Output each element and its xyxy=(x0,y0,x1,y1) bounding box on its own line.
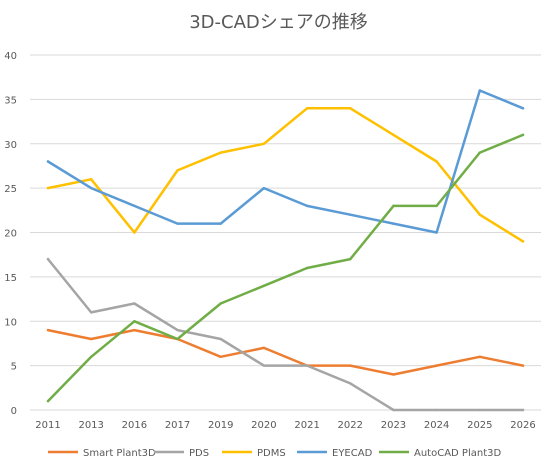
y-axis-tick-labels: 0 5 10 15 20 25 30 35 40 xyxy=(4,51,17,417)
y-tick-label: 5 xyxy=(11,362,17,373)
data-point xyxy=(392,408,395,412)
data-point xyxy=(478,89,482,92)
y-tick-label: 35 xyxy=(4,95,17,106)
data-point xyxy=(89,186,93,190)
data-point xyxy=(435,408,438,412)
legend-label: AutoCAD Plant3D xyxy=(414,448,501,459)
data-point xyxy=(349,364,352,367)
x-tick-label: 2023 xyxy=(381,420,406,431)
y-tick-label: 20 xyxy=(4,229,17,240)
data-point xyxy=(89,311,93,314)
y-tick-label: 30 xyxy=(4,140,17,151)
data-point xyxy=(478,151,482,154)
data-point xyxy=(305,266,309,270)
y-tick-label: 15 xyxy=(4,273,17,284)
data-point xyxy=(89,355,93,358)
grid-layer xyxy=(30,54,541,411)
data-point xyxy=(521,408,525,412)
x-tick-label: 2025 xyxy=(467,420,492,431)
series-line-autocad-plant3d xyxy=(46,133,525,403)
data-point xyxy=(46,328,50,332)
data-point xyxy=(435,364,438,367)
data-point xyxy=(392,222,395,225)
data-point xyxy=(349,107,352,110)
x-tick-label: 2017 xyxy=(165,420,190,431)
data-point xyxy=(176,222,179,225)
data-point xyxy=(133,302,136,305)
series-line-pdms xyxy=(46,107,525,243)
x-tick-label: 2011 xyxy=(35,420,60,431)
data-point xyxy=(176,337,179,341)
data-point xyxy=(133,328,136,332)
data-point xyxy=(349,382,352,385)
data-point xyxy=(219,355,222,358)
data-point xyxy=(435,204,438,208)
x-tick-label: 2020 xyxy=(251,420,276,431)
data-point xyxy=(133,231,136,234)
x-tick-label: 2021 xyxy=(294,420,319,431)
data-point xyxy=(133,204,136,208)
data-point xyxy=(521,240,525,243)
y-tick-label: 10 xyxy=(4,317,17,328)
data-point xyxy=(46,257,50,261)
data-point xyxy=(521,364,525,367)
data-point xyxy=(46,186,50,190)
legend-label: Smart Plant3D xyxy=(83,448,156,459)
chart-title: 3D-CADシェアの推移 xyxy=(189,12,368,33)
data-point xyxy=(478,355,482,358)
data-point xyxy=(46,160,50,163)
data-point xyxy=(176,169,179,172)
x-tick-label: 2016 xyxy=(122,420,147,431)
x-tick-label: 2019 xyxy=(208,420,233,431)
data-point xyxy=(219,337,222,341)
x-tick-label: 2024 xyxy=(424,420,449,431)
series-line-pds xyxy=(46,257,525,412)
legend: Smart Plant3D PDS PDMS EYECAD AutoCAD Plant3… xyxy=(48,448,501,459)
data-point xyxy=(392,373,395,376)
series-line-eyecad xyxy=(46,89,525,234)
data-point xyxy=(478,213,482,216)
y-tick-label: 25 xyxy=(4,184,17,195)
data-point xyxy=(219,151,222,154)
data-point xyxy=(262,364,266,367)
x-tick-label: 2026 xyxy=(510,420,535,431)
data-point xyxy=(262,186,266,190)
data-point xyxy=(435,160,438,163)
data-point xyxy=(349,257,352,261)
data-point xyxy=(89,337,93,341)
data-point xyxy=(392,133,395,137)
legend-label: EYECAD xyxy=(332,448,373,459)
data-point xyxy=(349,213,352,216)
data-point xyxy=(219,222,222,225)
data-point xyxy=(305,204,309,208)
data-point xyxy=(305,364,309,367)
data-point xyxy=(521,133,525,137)
series-layer xyxy=(46,89,525,412)
data-point xyxy=(176,328,179,332)
x-tick-label: 2013 xyxy=(78,420,103,431)
data-point xyxy=(521,107,525,110)
data-point xyxy=(305,107,309,110)
y-tick-label: 0 xyxy=(11,406,17,417)
data-point xyxy=(262,142,266,145)
data-point xyxy=(46,399,50,403)
data-point xyxy=(262,284,266,287)
data-point xyxy=(89,178,93,181)
legend-label: PDS xyxy=(189,448,209,459)
series-line-smart-plant3d xyxy=(46,328,525,376)
data-point xyxy=(392,204,395,208)
x-axis-tick-labels: 2011 2013 2016 2017 2019 2020 2021 2022 2023 2024… xyxy=(35,420,535,431)
data-point xyxy=(478,408,482,412)
legend-label: PDMS xyxy=(257,448,286,459)
y-tick-label: 40 xyxy=(4,51,17,62)
data-point xyxy=(435,231,438,234)
data-point xyxy=(219,302,222,305)
data-point xyxy=(133,320,136,323)
x-tick-label: 2022 xyxy=(338,420,363,431)
data-point xyxy=(262,346,266,350)
